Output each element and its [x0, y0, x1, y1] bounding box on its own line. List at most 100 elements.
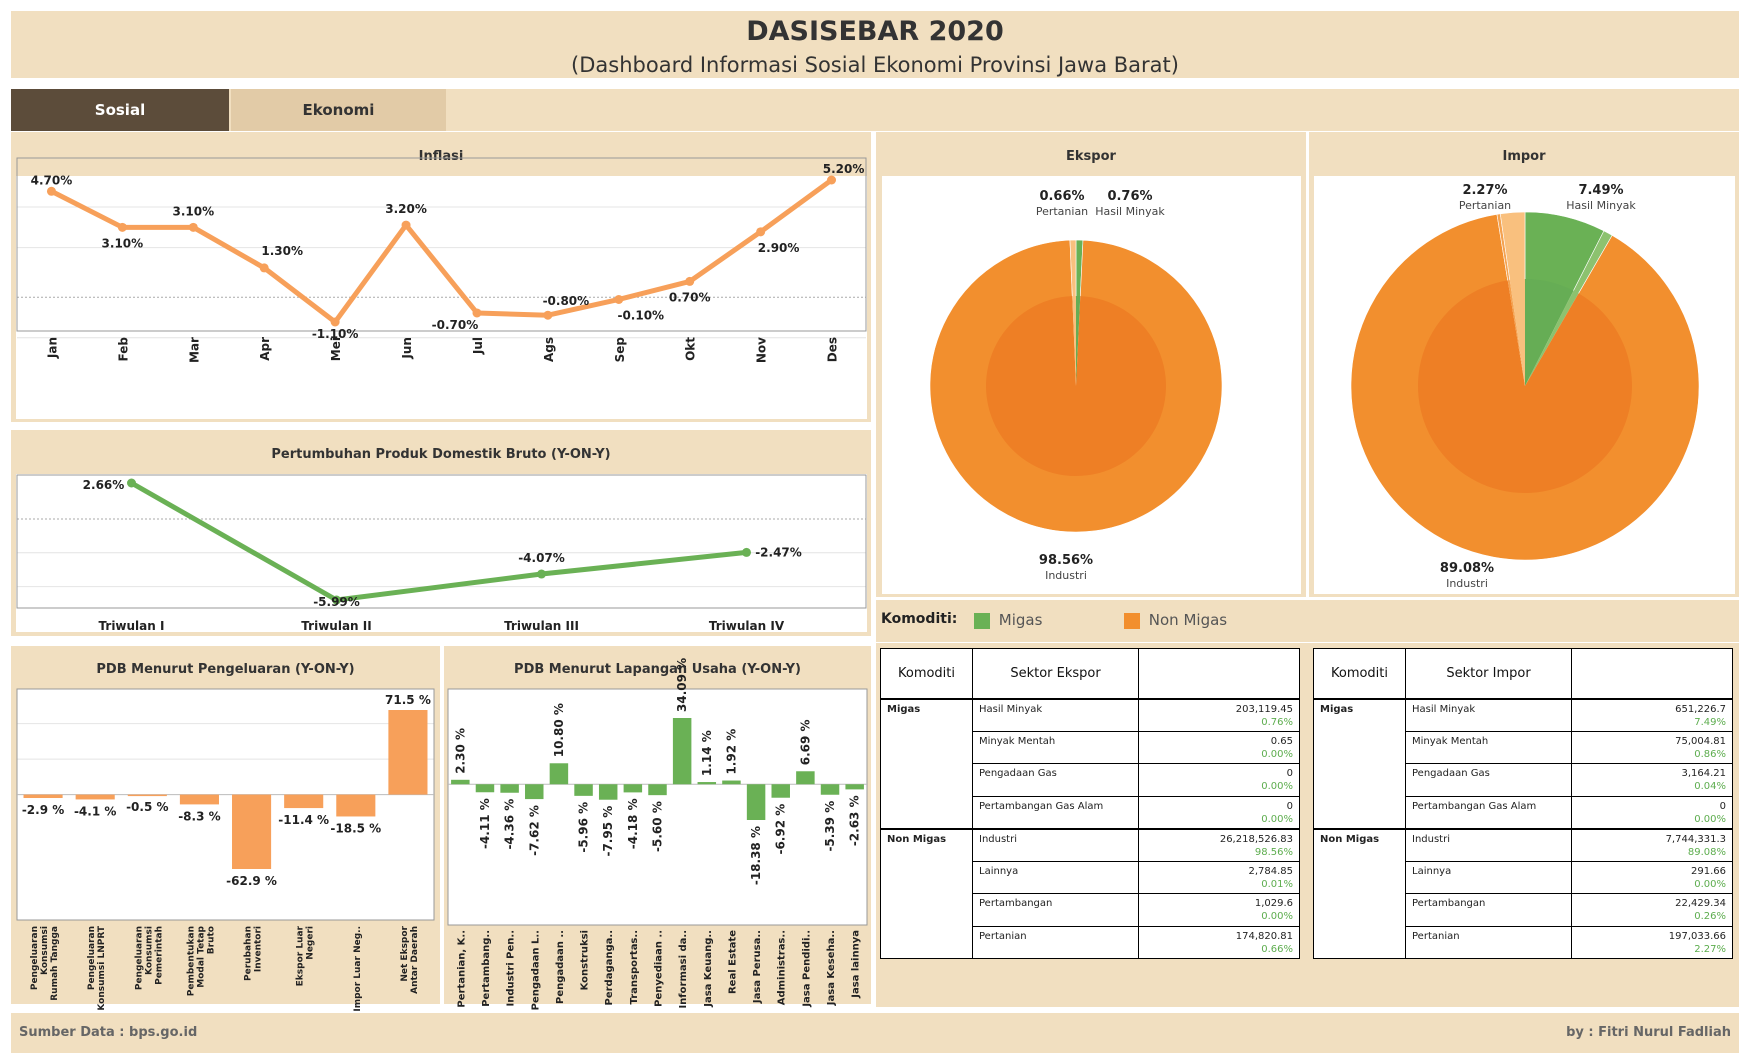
x-tick-label: Konstruksi: [580, 930, 591, 990]
bar-value-label: -4.1 %: [74, 804, 116, 818]
table-sector-cell: Hasil Minyak: [1405, 697, 1572, 732]
table-row: Pertanian 174,820.81 0.66%: [881, 925, 1300, 959]
table-value: 0: [1719, 800, 1726, 812]
table-percent: 0.00%: [1261, 748, 1293, 760]
pie-slice-inner: [1418, 280, 1632, 493]
table-header-cell[interactable]: Sektor Impor: [1405, 648, 1572, 699]
bar-value-label: -5.39 %: [823, 801, 837, 852]
tab-ekonomi[interactable]: Ekonomi: [231, 89, 446, 131]
table-value-cell: 0 0.00%: [1138, 763, 1300, 797]
x-tick-label: Pengeluaran: [30, 926, 40, 990]
bar: [179, 794, 219, 805]
bar: [75, 794, 115, 800]
series-line: [48, 177, 835, 325]
table-sector-cell: Pengadaan Gas: [1405, 763, 1572, 797]
bar: [232, 794, 272, 869]
pie-slice-inner: [986, 296, 1166, 477]
x-tick-label: Jasa Keuang..: [703, 930, 714, 1008]
lapangan-bar-chart: 2.30 % Pertanian, K.. -4.11 % Pertambang.. -…: [447, 658, 868, 1010]
bar: [549, 763, 569, 785]
table-percent: 0.00%: [1694, 878, 1726, 890]
table-header-cell[interactable]: [1138, 648, 1300, 699]
data-label: -0.80%: [543, 294, 590, 308]
legend-label-non-migas: Non Migas: [1148, 611, 1228, 629]
legend-item-migas[interactable]: Migas: [974, 611, 1042, 629]
table-row: Pengadaan Gas 0 0.00%: [881, 763, 1300, 797]
table-percent: 0.04%: [1694, 781, 1726, 792]
table-percent: 0.00%: [1261, 813, 1293, 825]
pie-name-label: Hasil Minyak: [1095, 205, 1165, 218]
pie-name-label: Industri: [1446, 577, 1488, 590]
table-row: Non Migas Industri 7,744,331.3 89.08%: [1313, 827, 1733, 959]
x-tick-label: Mei: [329, 337, 343, 361]
x-tick-label: Perdaganga..: [604, 930, 615, 1005]
data-label: 1.30%: [261, 244, 303, 258]
data-point: [259, 263, 269, 273]
x-tick-label: Jan: [45, 337, 59, 359]
table-sector-cell: Pertambangan Gas Alam: [1405, 795, 1572, 829]
table-header-cell[interactable]: Sektor Ekspor: [972, 648, 1139, 699]
table-header-row: Komoditi Sektor Impor: [1313, 648, 1733, 699]
data-point: [827, 175, 837, 185]
table-value: 3,164.21: [1681, 768, 1726, 779]
data-point: [685, 276, 695, 286]
bar: [284, 794, 324, 809]
table-percent: 0.86%: [1694, 748, 1726, 760]
table-value: 651,226.7: [1675, 703, 1726, 715]
data-point: [127, 478, 136, 488]
bar-value-label: -18.5 %: [330, 821, 381, 835]
x-tick-label: Penyediaan ..: [654, 930, 665, 1007]
pie-value-label: 0.76%: [1107, 189, 1152, 204]
lapangan-title: PDB Menurut Lapangan Usaha (Y-ON-Y): [514, 662, 801, 677]
table-value-cell: 651,226.7 7.49%: [1571, 697, 1733, 732]
x-tick-label: Net Ekspor: [400, 925, 410, 981]
table-percent: 0.00%: [1261, 781, 1293, 792]
bar: [451, 779, 470, 785]
table-header-cell[interactable]: Komoditi: [1313, 648, 1406, 699]
data-label: -5.99%: [313, 595, 360, 609]
pie-slice-inner: [1072, 296, 1076, 386]
bar-value-label: -5.60 %: [651, 801, 665, 852]
plot-frame: [447, 688, 868, 926]
pie-slice-inner: [1509, 279, 1525, 386]
table-row: Minyak Mentah 75,004.81 0.86%: [1314, 730, 1733, 764]
table-value-cell: 26,218,526.83 98.56%: [1138, 827, 1300, 862]
x-tick-label: Nov: [755, 337, 769, 363]
x-tick-label: Impor Luar Neg..: [353, 926, 363, 1012]
table-value: 197,033.66: [1668, 930, 1726, 942]
bar-value-label: -4.36 %: [503, 799, 517, 850]
legend-label-migas: Migas: [998, 611, 1043, 629]
table-row: Lainnya 2,784.85 0.01%: [881, 860, 1300, 894]
x-tick-label: Pengeluaran: [87, 926, 97, 990]
table-value-cell: 3,164.21 0.04%: [1571, 763, 1733, 797]
x-tick-label: Real Estate: [727, 930, 738, 994]
bar: [525, 784, 544, 800]
table-header-cell[interactable]: [1571, 648, 1733, 699]
table-header-cell[interactable]: Komoditi: [880, 648, 973, 699]
table-sector-cell: Industri: [972, 827, 1139, 862]
x-tick-label: Sep: [613, 337, 627, 363]
table-row: Pertanian 197,033.66 2.27%: [1314, 925, 1733, 959]
bar: [500, 784, 519, 793]
bar: [336, 794, 376, 817]
table-percent: 2.27%: [1694, 943, 1726, 955]
tab-sosial[interactable]: Sosial: [11, 89, 229, 131]
x-tick-label: Triwulan IV: [709, 619, 785, 633]
legend-item-non-migas[interactable]: Non Migas: [1124, 611, 1227, 629]
data-label: -0.10%: [617, 308, 664, 322]
table-percent: 89.08%: [1687, 846, 1726, 858]
dashboard-title: DASISEBAR 2020: [746, 16, 1004, 47]
bar: [598, 784, 618, 800]
header-panel: DASISEBAR 2020 (Dashboard Informasi Sosi…: [11, 11, 1739, 78]
table-value: 2,784.85: [1248, 865, 1293, 877]
table-sector-cell: Pertambangan: [1405, 893, 1572, 927]
bar: [722, 780, 741, 785]
data-point: [614, 294, 624, 304]
data-label: -0.70%: [432, 318, 479, 332]
table-percent: 0.76%: [1261, 716, 1293, 728]
data-label: 0.70%: [669, 290, 711, 304]
data-point: [330, 317, 340, 327]
data-label: 5.20%: [823, 162, 865, 176]
bar-value-label: -4.11 %: [478, 798, 492, 849]
bar-value-label: -4.18 %: [626, 798, 640, 849]
